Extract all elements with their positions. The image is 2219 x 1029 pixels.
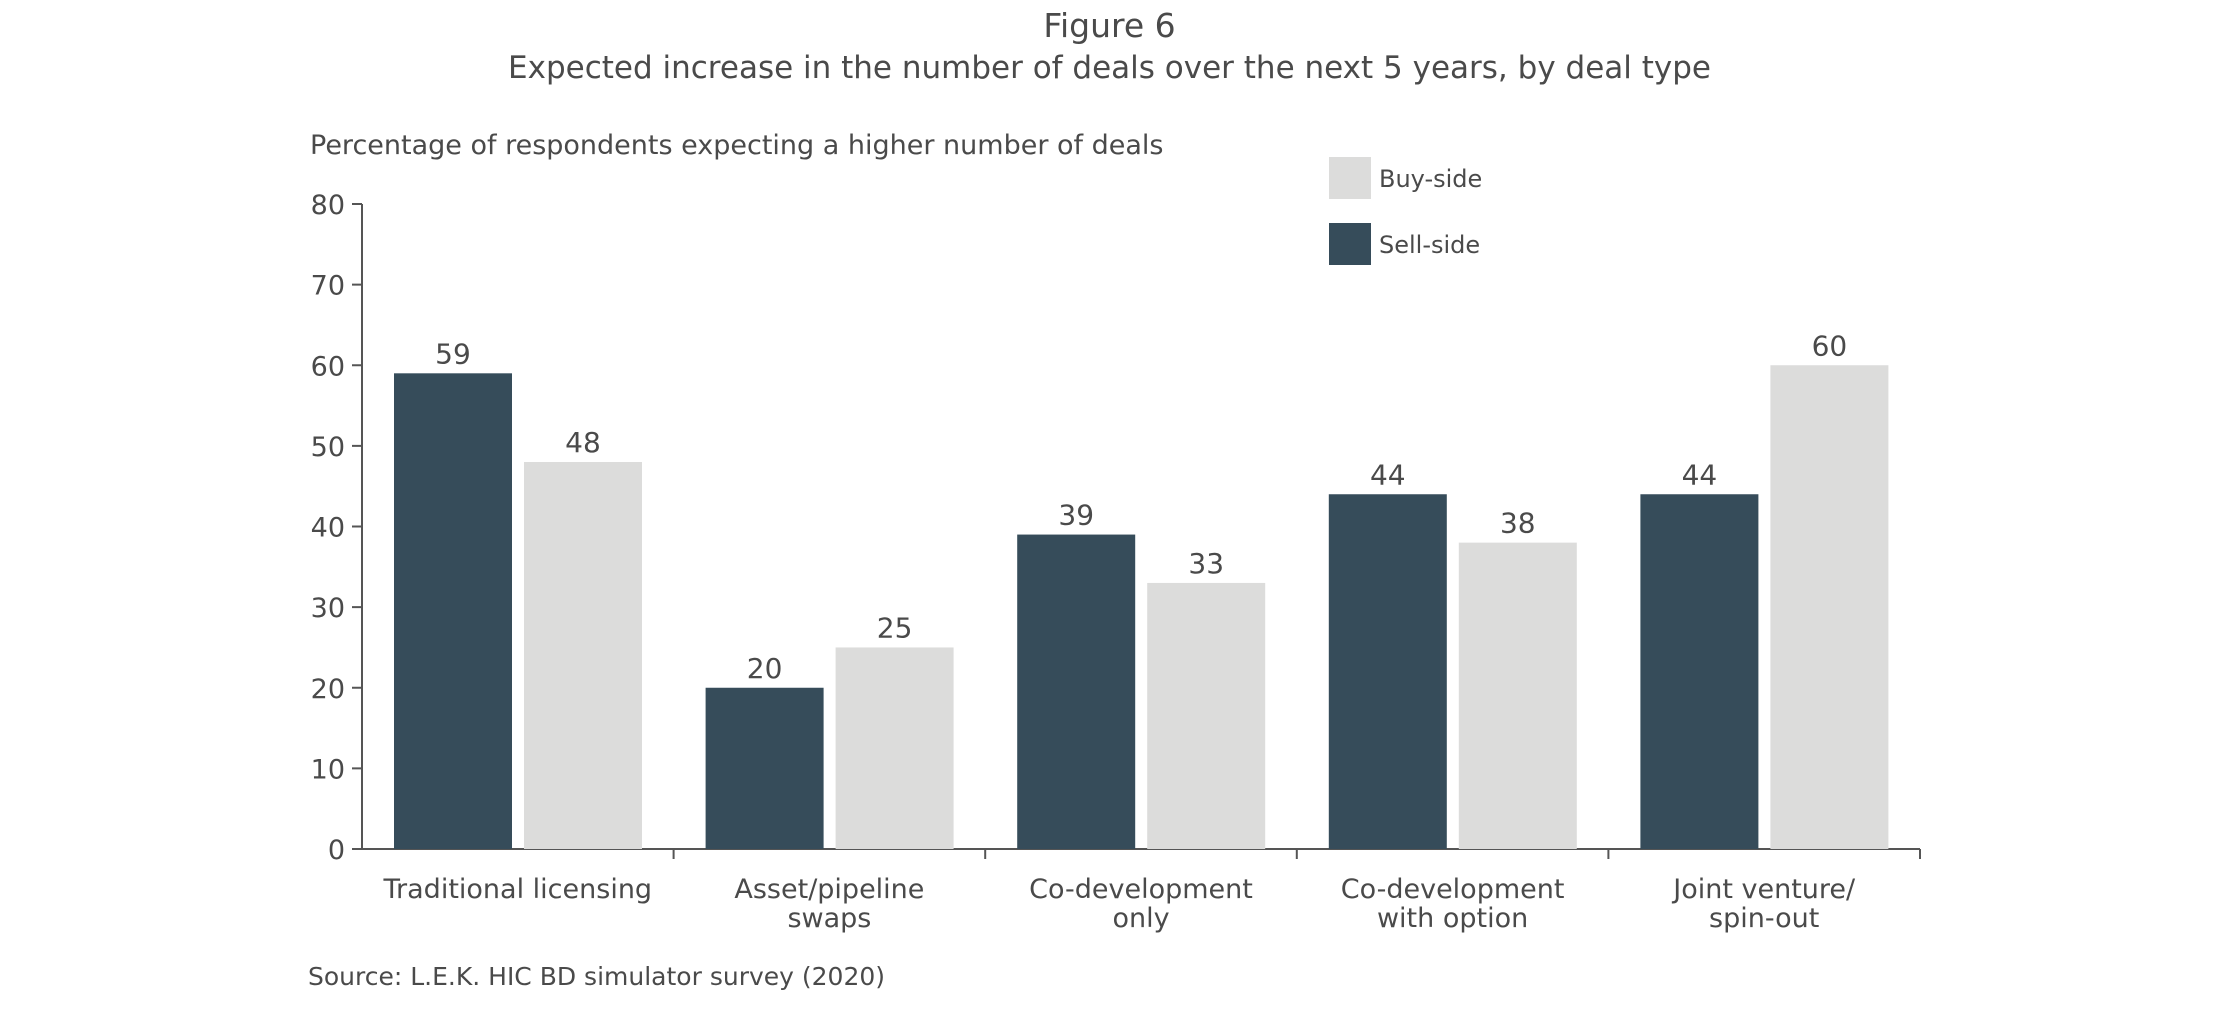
source-note: Source: L.E.K. HIC BD simulator survey (… (308, 962, 886, 991)
y-tick-label: 40 (311, 513, 345, 544)
bar-buy-side (1458, 542, 1577, 849)
y-tick-label: 80 (311, 190, 345, 221)
y-axis-label: Percentage of respondents expecting a hi… (310, 130, 1164, 161)
data-label: 33 (1188, 547, 1224, 580)
bar-sell-side (1640, 494, 1759, 849)
data-label: 20 (747, 652, 783, 685)
x-category-label: swaps (787, 903, 871, 934)
x-category-label: only (1112, 903, 1169, 934)
figure-label: Figure 6 (1043, 6, 1176, 45)
data-label: 44 (1370, 458, 1406, 491)
x-category-label: Co-development (1029, 874, 1253, 905)
legend-swatch-sell-side (1329, 223, 1371, 265)
legend-label: Buy-side (1379, 165, 1482, 193)
bar-sell-side (1328, 494, 1447, 849)
bar-buy-side (1147, 582, 1266, 849)
bar-buy-side (524, 462, 642, 849)
x-category-label: spin-out (1709, 903, 1819, 934)
data-label: 38 (1500, 507, 1536, 540)
x-category-label: Co-development (1341, 874, 1565, 905)
bar-sell-side (394, 373, 512, 849)
chart-title: Expected increase in the number of deals… (508, 50, 1711, 86)
data-label: 44 (1682, 458, 1718, 491)
y-tick-label: 20 (311, 674, 345, 705)
y-tick-label: 0 (328, 835, 345, 866)
x-category-label: Traditional licensing (383, 874, 653, 905)
data-label: 48 (565, 426, 601, 459)
data-label: 59 (435, 337, 471, 370)
x-category-label: with option (1377, 903, 1528, 934)
x-category-label: Joint venture/ (1671, 874, 1856, 905)
bar-sell-side (705, 687, 824, 849)
data-label: 25 (877, 611, 913, 644)
x-category-label: Asset/pipeline (734, 874, 924, 905)
y-tick-label: 50 (311, 432, 345, 463)
y-tick-label: 60 (311, 351, 345, 382)
legend-swatch-buy-side (1329, 157, 1371, 199)
y-tick-label: 10 (311, 754, 345, 785)
y-tick-label: 70 (311, 271, 345, 302)
bar-buy-side (1770, 365, 1889, 849)
bar-buy-side (835, 647, 954, 849)
data-label: 60 (1812, 329, 1848, 362)
bar-sell-side (1017, 534, 1136, 849)
legend-label: Sell-side (1379, 231, 1480, 259)
data-label: 39 (1058, 499, 1094, 532)
y-tick-label: 30 (311, 593, 345, 624)
